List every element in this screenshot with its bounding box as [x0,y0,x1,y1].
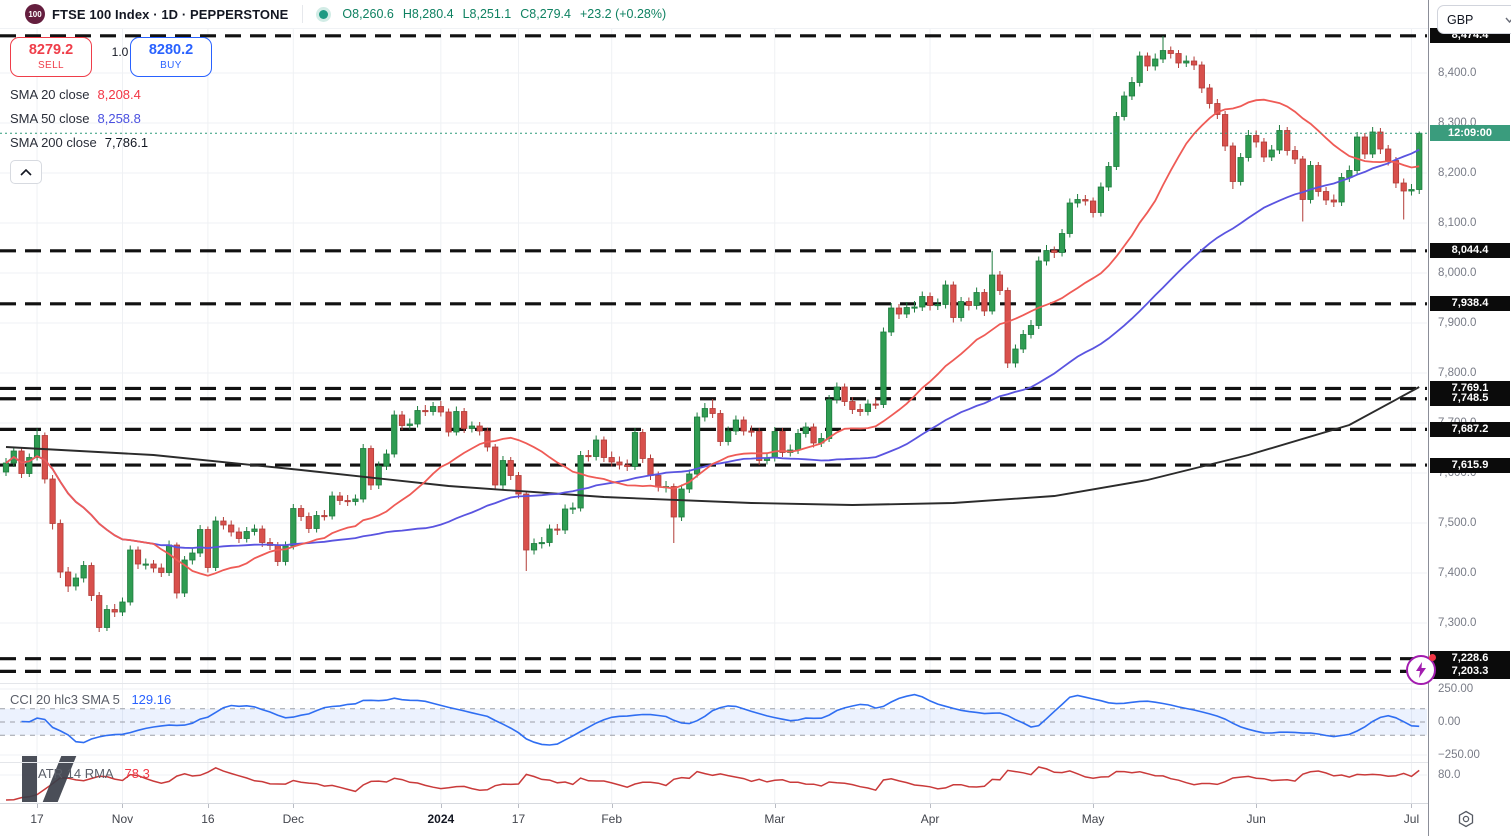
time-tick-label: 17 [511,812,526,826]
time-tick-label: 2024 [427,812,455,826]
sma50-value: 8,258.8 [97,110,141,126]
time-tick-mark [122,804,124,808]
tradingview-watermark [22,756,92,804]
price-axis[interactable]: GBP 12:09:00 8,400.0 8,300.0 8,200.0 8,100.… [1428,0,1511,836]
chart-canvas[interactable] [0,0,1428,836]
notification-dot [1429,654,1436,661]
price-tick-label: 7,300.0 [1438,617,1477,629]
price-tick-label: 7,900.0 [1438,317,1477,329]
time-tick-mark [518,804,520,808]
sell-label: SELL [37,60,65,71]
time-axis[interactable]: 17 Nov 16 Dec 2024 17 Feb Mar Apr May Jun Jul [0,803,1428,836]
collapse-legend-button[interactable] [10,160,42,184]
spread-value: 1.0 [111,45,129,59]
sma20-value: 8,208.4 [97,86,141,102]
time-tick-label: Mar [764,812,786,826]
indicator-legend: SMA 20 close 8,208.4 SMA 50 close 8,258.… [10,82,148,184]
time-tick-mark [1411,804,1413,808]
time-tick-mark [774,804,776,808]
level-price-label: 7,228.6 [1430,651,1510,667]
time-tick-mark [1093,804,1095,808]
time-tick-mark [1256,804,1258,808]
price-tick-label: 8,000.0 [1438,267,1477,279]
symbol-title[interactable]: FTSE 100 Index · 1D · PEPPERSTONE [52,6,289,22]
time-tick-label: Apr [920,812,940,826]
time-tick-label: 17 [30,812,44,826]
sma200-value: 7,786.1 [104,134,149,150]
time-tick-mark [37,804,39,808]
ohlc-high: H8,280.4 [402,7,454,21]
ohlc-readout: O8,260.6 H8,280.4 L8,251.1 C8,279.4 +23.… [342,7,666,21]
currency-button[interactable]: GBP [1437,5,1511,34]
market-status-icon[interactable] [319,9,329,19]
level-price-label: 7,203.3 [1430,663,1510,679]
cci-label: CCI 20 hlc3 SMA 5 [10,692,120,707]
price-tick-label: 7,800.0 [1438,367,1477,379]
ohlc-change: +23.2 (+0.28%) [579,7,667,21]
level-price-label: 7,938.4 [1430,296,1510,312]
atr-legend[interactable]: ATR 14 RMA 78.3 [38,766,150,781]
level-price-label: 7,748.5 [1430,391,1510,407]
price-tick-label: 8,100.0 [1438,217,1477,229]
time-tick-mark [293,804,295,808]
level-price-label: 7,615.9 [1430,457,1510,473]
buy-price: 8280.2 [148,42,194,58]
sell-button[interactable]: 8279.2 SELL [10,37,92,77]
sell-price: 8279.2 [28,42,74,58]
chevron-up-icon [20,168,32,176]
currency-label: GBP [1447,12,1474,27]
sma200-label: SMA 200 close [10,134,97,150]
order-panel: 8279.2 SELL 1.0 8280.2 BUY [10,37,212,77]
time-tick-label: Jul [1403,812,1420,826]
price-tick-label: 7,500.0 [1438,517,1477,529]
level-price-label: 8,044.4 [1430,243,1510,259]
price-tick-label: 8,400.0 [1438,67,1477,79]
cci-value: 129.16 [131,692,172,707]
watermark-bar [22,756,37,802]
cci-tick-label: −250.00 [1438,749,1480,761]
time-tick-label: May [1081,812,1105,826]
ohlc-close: C8,279.4 [520,7,571,21]
time-tick-label: 16 [201,812,215,826]
time-tick-label: Jun [1246,812,1266,826]
cci-legend[interactable]: CCI 20 hlc3 SMA 5 129.16 [10,692,171,707]
time-tick-mark [440,804,442,808]
symbol-logo[interactable]: 100 [25,4,45,24]
buy-button[interactable]: 8280.2 BUY [130,37,212,77]
sma50-label: SMA 50 close [10,110,90,126]
legend-row-sma20[interactable]: SMA 20 close 8,208.4 [10,82,148,106]
level-price-label: 7,687.2 [1430,421,1510,437]
flash-emoji-marker[interactable] [1406,654,1436,685]
legend-row-sma200[interactable]: SMA 200 close 7,786.1 [10,130,148,154]
price-tick-label: 8,200.0 [1438,167,1477,179]
ohlc-low: L8,251.1 [462,7,512,21]
ohlc-open: O8,260.6 [342,7,394,21]
atr-tick-label: 80.0 [1438,769,1461,781]
atr-value: 78.3 [124,766,150,781]
cci-tick-label: 0.00 [1438,716,1461,728]
atr-label: ATR 14 RMA [38,766,113,781]
chevron-down-icon [1505,17,1511,23]
pane-divider-cci[interactable] [0,683,1428,684]
bar-countdown-label: 12:09:00 [1430,125,1510,141]
price-tick-label: 7,400.0 [1438,567,1477,579]
chart-header: 100 FTSE 100 Index · 1D · PEPPERSTONE O8… [0,0,1428,29]
chart-settings-gear-icon[interactable] [1455,808,1477,830]
header-separator [302,5,304,23]
legend-row-sma50[interactable]: SMA 50 close 8,258.8 [10,106,148,130]
time-tick-mark [611,804,613,808]
buy-label: BUY [160,60,182,71]
time-tick-label: Feb [601,812,623,826]
cci-tick-label: 250.00 [1438,683,1474,695]
time-tick-label: Dec [282,812,304,826]
time-tick-mark [207,804,209,808]
time-tick-label: Nov [111,812,134,826]
pane-divider-atr[interactable] [0,762,1428,763]
time-tick-mark [930,804,932,808]
sma20-label: SMA 20 close [10,86,90,102]
